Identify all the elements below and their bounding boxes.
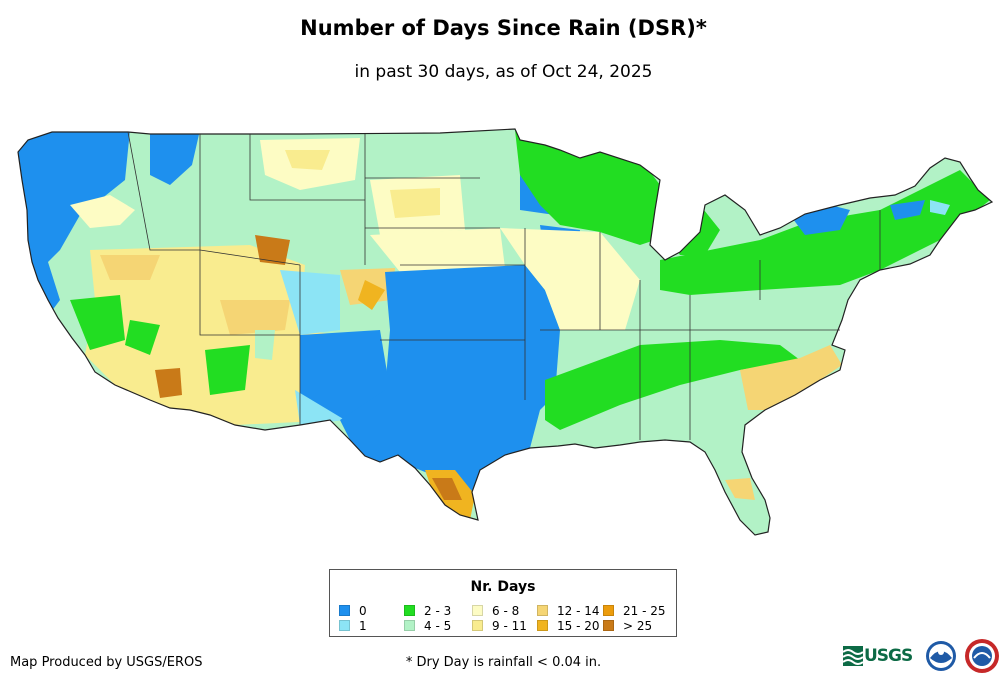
legend-item: > 25 [603, 620, 652, 633]
legend-swatch [404, 620, 415, 631]
nws-logo [965, 639, 999, 673]
legend-label: 0 [359, 604, 367, 618]
legend-item: 2 - 3 [404, 605, 451, 618]
legend-swatch [339, 605, 350, 616]
legend-label: 9 - 11 [492, 619, 527, 633]
noaa-logo [926, 641, 956, 671]
legend-swatch [472, 620, 483, 631]
legend-item: 1 [339, 620, 367, 633]
legend-label: 4 - 5 [424, 619, 452, 633]
usgs-wordmark: USGS [864, 646, 913, 666]
legend-label: 2 - 3 [424, 604, 452, 618]
legend-swatch [537, 620, 548, 631]
legend-swatch [472, 605, 483, 616]
legend: Nr. Days 0 1 2 - 3 4 - 5 6 - 8 9 - 11 12… [329, 569, 677, 637]
legend-title: Nr. Days [470, 579, 536, 595]
legend-label: > 25 [623, 619, 653, 633]
map-title: Number of Days Since Rain (DSR)* [300, 16, 707, 40]
legend-label: 21 - 25 [623, 604, 666, 618]
legend-item: 4 - 5 [404, 620, 451, 633]
legend-item: 12 - 14 [537, 605, 600, 618]
dsr-map [17, 128, 993, 536]
usgs-wave-icon [843, 646, 863, 666]
legend-item: 0 [339, 605, 367, 618]
legend-item: 15 - 20 [537, 620, 600, 633]
legend-swatch [404, 605, 415, 616]
map-credit: Map Produced by USGS/EROS [10, 655, 203, 670]
legend-label: 6 - 8 [492, 604, 520, 618]
legend-item: 6 - 8 [472, 605, 519, 618]
usgs-logo: USGS [843, 644, 919, 668]
legend-swatch [603, 605, 614, 616]
footnote: * Dry Day is rainfall < 0.04 in. [405, 655, 602, 670]
legend-label: 15 - 20 [557, 619, 600, 633]
map-subtitle: in past 30 days, as of Oct 24, 2025 [354, 62, 653, 82]
legend-item: 9 - 11 [472, 620, 527, 633]
legend-swatch [537, 605, 548, 616]
legend-swatch [603, 620, 614, 631]
legend-item: 21 - 25 [603, 605, 666, 618]
legend-swatch [339, 620, 350, 631]
legend-label: 12 - 14 [557, 604, 600, 618]
legend-label: 1 [359, 619, 367, 633]
